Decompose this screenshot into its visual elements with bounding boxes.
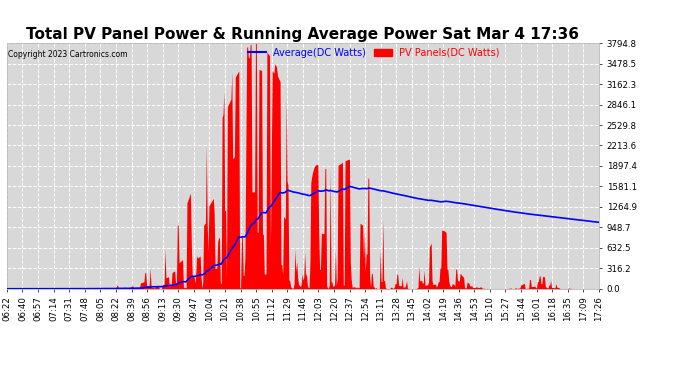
Legend: Average(DC Watts), PV Panels(DC Watts): Average(DC Watts), PV Panels(DC Watts)	[248, 48, 500, 58]
Text: Copyright 2023 Cartronics.com: Copyright 2023 Cartronics.com	[8, 51, 128, 60]
Title: Total PV Panel Power & Running Average Power Sat Mar 4 17:36: Total PV Panel Power & Running Average P…	[26, 27, 580, 42]
